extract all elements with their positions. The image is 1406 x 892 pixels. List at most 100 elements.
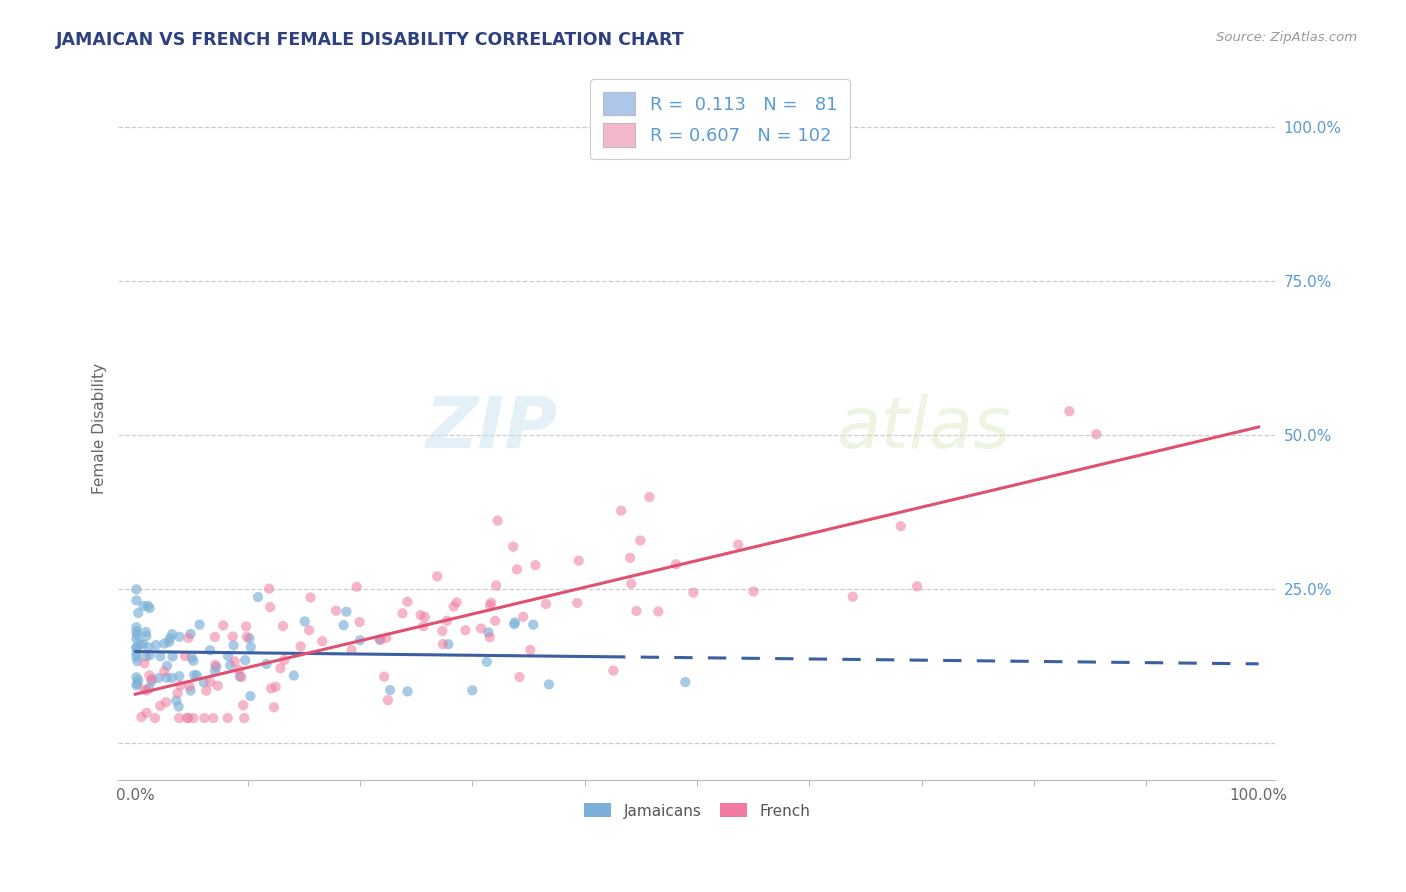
Point	[478, 630, 501, 644]
Point	[263, 700, 285, 714]
Point	[204, 630, 226, 644]
Point	[890, 519, 912, 533]
Point	[503, 615, 526, 630]
Point	[446, 595, 468, 609]
Point	[522, 617, 544, 632]
Point	[183, 654, 205, 668]
Point	[127, 673, 149, 688]
Point	[149, 698, 172, 713]
Point	[368, 632, 391, 647]
Point	[125, 649, 148, 664]
Point	[181, 711, 204, 725]
Point	[508, 670, 530, 684]
Point	[138, 601, 160, 615]
Text: atlas: atlas	[835, 394, 1011, 463]
Point	[477, 625, 499, 640]
Point	[506, 562, 529, 576]
Point	[153, 665, 176, 679]
Point	[626, 604, 648, 618]
Point	[135, 706, 157, 720]
Point	[224, 654, 246, 668]
Point	[233, 653, 256, 667]
Point	[524, 558, 547, 573]
Point	[239, 640, 262, 654]
Point	[177, 631, 200, 645]
Point	[239, 689, 262, 703]
Point	[176, 711, 198, 725]
Point	[727, 538, 749, 552]
Point	[271, 619, 294, 633]
Point	[153, 637, 176, 651]
Point	[198, 643, 221, 657]
Point	[294, 615, 316, 629]
Point	[409, 608, 432, 623]
Point	[183, 668, 205, 682]
Point	[426, 569, 449, 583]
Point	[132, 682, 155, 697]
Point	[135, 649, 157, 664]
Point	[475, 655, 498, 669]
Point	[247, 590, 270, 604]
Point	[673, 675, 696, 690]
Point	[257, 582, 280, 596]
Point	[519, 643, 541, 657]
Point	[156, 671, 179, 685]
Point	[135, 624, 157, 639]
Point	[503, 617, 526, 632]
Point	[149, 649, 172, 664]
Point	[125, 670, 148, 684]
Point	[204, 657, 226, 672]
Point	[125, 593, 148, 607]
Point	[375, 631, 398, 645]
Point	[273, 653, 295, 667]
Point	[134, 657, 156, 671]
Point	[349, 615, 371, 629]
Point	[486, 514, 509, 528]
Point	[125, 678, 148, 692]
Point	[127, 654, 149, 668]
Point	[129, 637, 152, 651]
Point	[443, 599, 465, 614]
Point	[332, 618, 354, 632]
Point	[610, 503, 633, 517]
Point	[437, 637, 460, 651]
Point	[512, 609, 534, 624]
Point	[156, 658, 179, 673]
Point	[125, 582, 148, 597]
Point	[141, 672, 163, 686]
Point	[222, 630, 245, 644]
Point	[174, 648, 197, 663]
Point	[259, 600, 281, 615]
Point	[148, 671, 170, 685]
Point	[283, 668, 305, 682]
Point	[567, 596, 589, 610]
Point	[188, 617, 211, 632]
Point	[125, 624, 148, 639]
Point	[647, 604, 669, 618]
Point	[127, 606, 149, 620]
Point	[454, 624, 477, 638]
Point	[169, 669, 191, 683]
Point	[212, 618, 235, 632]
Point	[290, 640, 312, 654]
Point	[217, 648, 239, 663]
Point	[180, 627, 202, 641]
Point	[391, 607, 413, 621]
Point	[413, 610, 436, 624]
Point	[373, 670, 395, 684]
Point	[396, 595, 419, 609]
Point	[160, 671, 183, 685]
Point	[138, 668, 160, 682]
Legend: Jamaicans, French: Jamaicans, French	[578, 797, 817, 824]
Point	[436, 614, 458, 628]
Point	[141, 674, 163, 689]
Point	[157, 635, 180, 649]
Point	[135, 683, 157, 698]
Point	[162, 649, 184, 664]
Point	[125, 641, 148, 656]
Text: ZIP: ZIP	[426, 394, 558, 463]
Point	[742, 584, 765, 599]
Point	[169, 630, 191, 644]
Point	[628, 533, 651, 548]
Point	[299, 591, 322, 605]
